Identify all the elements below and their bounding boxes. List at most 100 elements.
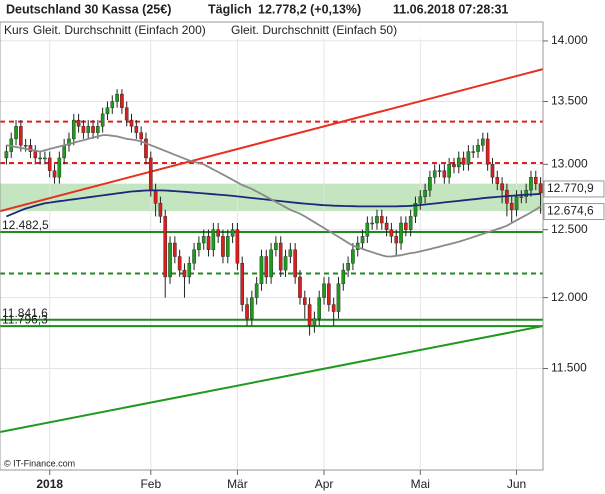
- candle-body: [476, 145, 480, 152]
- candle-body: [360, 236, 365, 244]
- trendline: [0, 325, 544, 433]
- candle-body: [274, 242, 278, 250]
- candle-body: [524, 189, 528, 197]
- candle-body: [327, 283, 331, 305]
- candle-body: [62, 145, 66, 159]
- candle-body: [370, 222, 374, 225]
- candle-body: [43, 157, 47, 160]
- last-value-label: 12.674,6: [547, 204, 594, 218]
- y-tick-label: 12.500: [551, 222, 588, 236]
- candle-body: [19, 126, 23, 146]
- candle-body: [447, 164, 451, 178]
- level-label: 12.482,5: [2, 218, 49, 232]
- candle-body: [490, 164, 495, 178]
- y-tick-label: 12.000: [551, 290, 588, 304]
- last-value-box: [543, 203, 605, 221]
- candle-body: [105, 107, 110, 115]
- plot-area: 12.482,5 11.841,611.796,3: [0, 22, 544, 470]
- candle-body: [23, 145, 28, 147]
- candle-body: [346, 263, 350, 271]
- candle-body: [187, 263, 192, 278]
- candle-body: [182, 269, 187, 278]
- candle-body: [153, 189, 158, 204]
- x-tick-label: Mai: [411, 477, 430, 491]
- candle-body: [298, 276, 302, 298]
- candle-body: [33, 151, 38, 159]
- y-tick-label: 13.000: [551, 157, 588, 171]
- candle-body: [336, 283, 341, 312]
- candle-body: [471, 151, 476, 153]
- candle-body: [533, 176, 538, 184]
- candle-body: [423, 189, 427, 197]
- candle-body: [201, 236, 206, 244]
- candle-body: [250, 297, 254, 319]
- candle-body: [404, 222, 408, 230]
- candle-body: [413, 203, 418, 217]
- candle-body: [428, 176, 432, 191]
- candle-body: [254, 283, 259, 298]
- last-value-box: [543, 180, 605, 198]
- candle-body: [485, 138, 490, 165]
- candle-body: [283, 256, 288, 271]
- candle-body: [365, 222, 370, 237]
- legend-entry: Kurs: [4, 23, 29, 37]
- candle-body: [235, 229, 240, 264]
- candle-body: [519, 196, 524, 198]
- candle-body: [115, 93, 119, 102]
- candle-body: [173, 242, 177, 257]
- candle-body: [192, 249, 196, 264]
- candle-body: [52, 170, 57, 178]
- y-tick-label: 11.500: [551, 361, 587, 375]
- candle-body: [206, 236, 211, 250]
- candle-body: [230, 229, 235, 237]
- candle-body: [302, 297, 307, 305]
- candle-body: [466, 151, 471, 165]
- legend-background: [1, 23, 428, 39]
- candle-body: [129, 119, 134, 127]
- candle-body: [322, 283, 326, 298]
- x-tick-label: Mär: [227, 477, 248, 491]
- candle-body: [375, 216, 379, 224]
- candle-body: [4, 151, 9, 159]
- chart-title: Deutschland 30 Kassa (25€): [6, 2, 171, 16]
- level-label: 11.841,6: [2, 306, 48, 320]
- candle-body: [456, 157, 461, 168]
- candle-body: [71, 119, 76, 140]
- candle-body: [245, 304, 249, 319]
- x-tick-label: Feb: [140, 477, 161, 491]
- candle-body: [394, 236, 399, 244]
- candle-body: [225, 236, 230, 257]
- candle-body: [139, 132, 143, 140]
- candle-body: [110, 101, 115, 108]
- candle-body: [437, 170, 442, 172]
- candle-body: [288, 249, 293, 257]
- moving-average: [6, 134, 542, 258]
- candle-body: [120, 93, 124, 108]
- quote: 12.778,2 (+0,13%): [258, 2, 361, 16]
- candle-body: [91, 126, 95, 133]
- timestamp: 11.06.2018 07:28:31: [393, 2, 508, 16]
- candle-body: [293, 249, 297, 278]
- candle-body: [100, 113, 105, 127]
- candle-body: [144, 138, 148, 159]
- candle-body: [158, 203, 163, 217]
- y-tick-label: 14.000: [551, 33, 588, 47]
- candle-body: [96, 126, 100, 133]
- candle-body: [221, 236, 225, 257]
- candle-body: [81, 126, 86, 133]
- candle-body: [500, 183, 504, 191]
- candle-body: [240, 263, 245, 305]
- candle-body: [495, 176, 500, 184]
- candle-body: [124, 107, 129, 121]
- candle-body: [14, 126, 18, 140]
- legend-entry: Gleit. Durchschnitt (Einfach 50): [231, 23, 397, 37]
- candle-body: [389, 229, 394, 237]
- candle-body: [28, 145, 33, 152]
- x-tick-label: Apr: [315, 477, 334, 491]
- candle-body: [216, 229, 220, 237]
- candle-body: [86, 126, 91, 133]
- candle-body: [197, 242, 201, 250]
- candle-body: [408, 216, 413, 230]
